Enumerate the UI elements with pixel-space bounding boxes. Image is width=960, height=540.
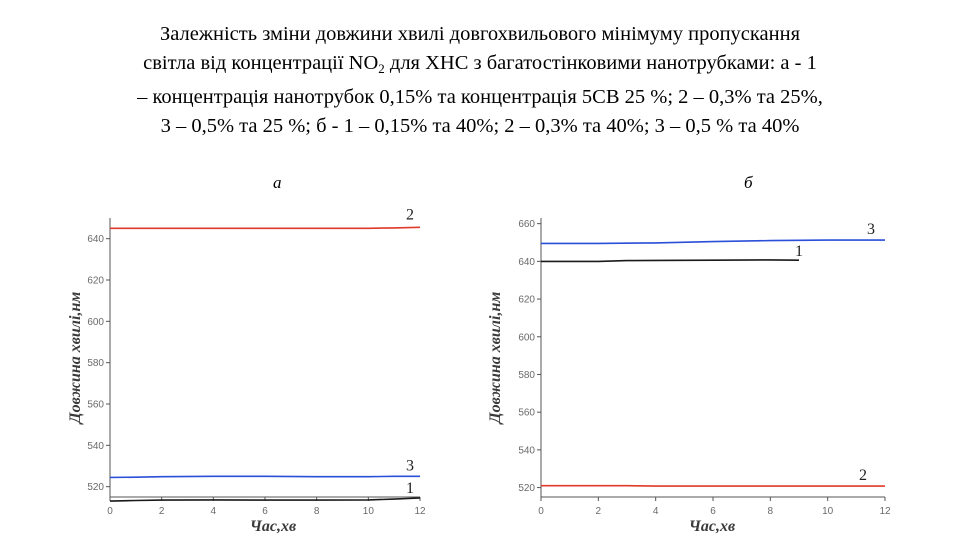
y-tick-label: 580	[518, 370, 535, 381]
series-tag-1: 1	[406, 480, 414, 497]
x-tick-label: 4	[653, 506, 659, 517]
x-tick-label: 6	[710, 506, 716, 517]
y-tick-label: 560	[87, 400, 104, 411]
x-tick-label: 8	[314, 506, 320, 517]
panel-label-a: а	[273, 173, 282, 192]
x-tick-label: 10	[822, 506, 834, 517]
y-tick-label: 520	[87, 482, 104, 493]
series-line-1	[109, 497, 421, 502]
series-line-1	[541, 259, 800, 263]
series-tag-3: 3	[867, 221, 875, 238]
y-tick-label: 540	[87, 441, 104, 452]
x-axis-title: Час,хв	[250, 518, 296, 535]
title-line-2-sub: 2	[378, 61, 385, 76]
series-line-3	[109, 475, 420, 479]
x-tick-label: 4	[211, 506, 217, 517]
y-tick-label: 620	[518, 295, 535, 306]
series-tag-1: 1	[795, 243, 803, 260]
y-tick-label: 660	[518, 219, 535, 230]
y-tick-label: 640	[87, 234, 104, 245]
y-tick-label: 640	[518, 257, 535, 268]
title-line-1: Залежність зміни довжини хвилі довгохвил…	[159, 23, 801, 45]
y-tick-label: 600	[87, 317, 104, 328]
series-tag-2: 2	[859, 467, 867, 484]
x-tick-label: 10	[363, 506, 375, 517]
title-line-2: світла від концентрації NO2 для ХНС з ба…	[60, 49, 900, 83]
panel-label-b: б	[744, 173, 753, 192]
title-line-4: 3 – 0,5% та 25 %; б - 1 – 0,15% та 40%; …	[160, 115, 800, 137]
y-tick-label: 540	[518, 445, 535, 456]
x-tick-label: 6	[262, 506, 268, 517]
y-tick-label: 520	[518, 483, 535, 494]
x-tick-label: 12	[414, 506, 426, 517]
y-tick-label: 580	[87, 358, 104, 369]
x-tick-label: 12	[879, 506, 891, 517]
x-tick-label: 0	[538, 506, 544, 517]
title-line-2-pre: світла від концентрації NO	[143, 52, 379, 74]
x-tick-label: 2	[159, 506, 165, 517]
series-line-2	[110, 226, 421, 230]
series-tag-3: 3	[406, 457, 414, 474]
x-tick-label: 2	[596, 506, 602, 517]
y-tick-label: 620	[87, 276, 104, 287]
title-line-2-post: для ХНС з багатостінковими нанотрубками:…	[384, 52, 817, 74]
title-line-3: – концентрація нанотрубок 0,15% та конце…	[137, 86, 823, 108]
x-tick-label: 0	[107, 506, 113, 517]
y-axis-title: Довжина хвилі,нм	[487, 292, 504, 426]
y-tick-label: 560	[518, 408, 535, 419]
x-tick-label: 8	[768, 506, 774, 517]
y-axis-title: Довжина хвилі,нм	[67, 292, 84, 426]
x-axis-title: Час,хв	[689, 518, 735, 535]
y-tick-label: 600	[518, 332, 535, 343]
series-line-3	[541, 239, 885, 245]
series-tag-2: 2	[406, 206, 414, 223]
chart-title: Залежність зміни довжини хвилі довгохвил…	[60, 20, 900, 141]
